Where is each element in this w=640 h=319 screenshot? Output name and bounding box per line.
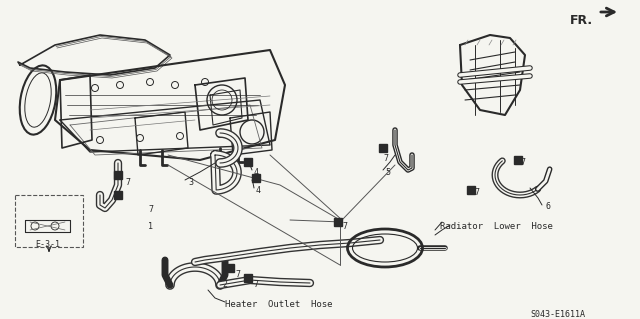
Bar (379, 144, 387, 152)
Text: 7: 7 (253, 280, 258, 289)
Text: 6: 6 (546, 202, 551, 211)
Text: 3: 3 (188, 178, 193, 187)
Text: 7: 7 (520, 158, 525, 167)
Bar (244, 158, 252, 166)
Bar (252, 174, 260, 182)
Text: 4: 4 (254, 168, 259, 177)
Bar (514, 156, 522, 164)
Text: 7: 7 (474, 188, 479, 197)
Text: S043-E1611A: S043-E1611A (530, 310, 585, 319)
Text: 1: 1 (148, 222, 153, 231)
Text: Radiator  Lower  Hose: Radiator Lower Hose (440, 222, 553, 231)
Text: FR.: FR. (570, 14, 593, 27)
Bar (226, 264, 234, 272)
Bar (244, 274, 252, 282)
Text: 2: 2 (222, 280, 227, 289)
Bar (114, 171, 122, 179)
Text: 7: 7 (235, 270, 240, 279)
Bar (114, 191, 122, 199)
Text: 7: 7 (148, 205, 153, 214)
Text: 5: 5 (385, 168, 390, 177)
Text: 7: 7 (383, 154, 388, 163)
Text: 4: 4 (256, 186, 261, 195)
Bar (467, 186, 475, 194)
Text: E-3-1: E-3-1 (35, 240, 60, 249)
Text: Heater  Outlet  Hose: Heater Outlet Hose (225, 300, 333, 309)
Bar (334, 218, 342, 226)
Text: 7: 7 (125, 178, 130, 187)
Text: 7: 7 (342, 222, 347, 231)
